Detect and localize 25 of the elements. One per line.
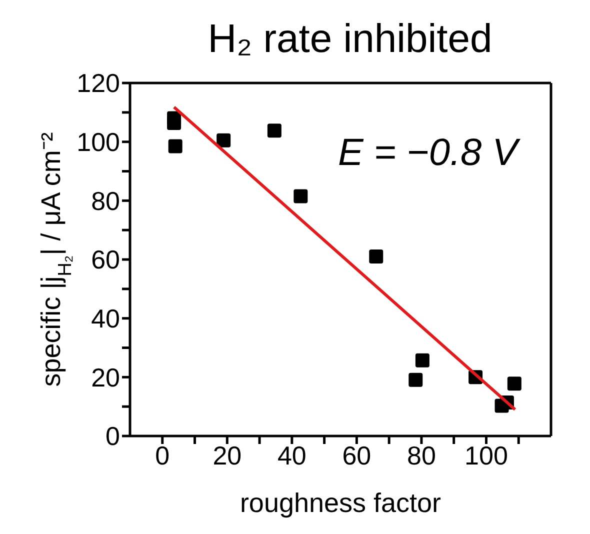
x-tick-label: 100 (464, 440, 508, 470)
x-axis-title: roughness factor (240, 488, 442, 518)
point (267, 124, 282, 138)
point (294, 189, 308, 204)
point (408, 372, 423, 387)
point (168, 139, 182, 154)
point (167, 116, 182, 130)
x-tick-label: 0 (155, 440, 170, 470)
x-tick-label: 20 (212, 440, 242, 470)
y-tick-label: 120 (76, 68, 120, 98)
point (415, 353, 430, 368)
x-tick-label: 60 (342, 440, 372, 470)
y-tick-label: 20 (91, 362, 120, 392)
point (216, 133, 231, 148)
x-tick-label: 40 (277, 440, 306, 470)
y-tick-label: 40 (91, 304, 120, 334)
x-tick-label: 80 (407, 440, 436, 470)
chart-title: H₂ rate inhibited (206, 16, 494, 63)
y-tick-label: 60 (91, 244, 120, 275)
y-tick-label: 0 (106, 421, 120, 452)
y-tick-label: 100 (76, 127, 120, 158)
y-tick-label: 80 (91, 186, 120, 216)
point (507, 376, 522, 391)
point (369, 250, 384, 264)
annotation: E = −0.8 V (338, 132, 518, 175)
